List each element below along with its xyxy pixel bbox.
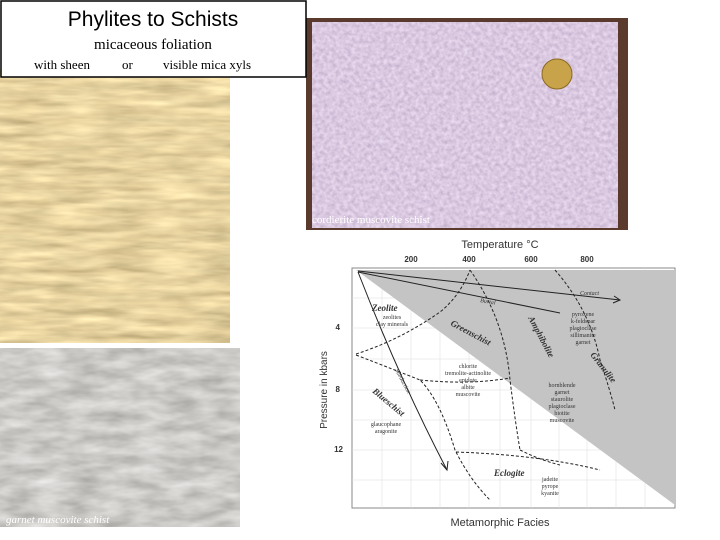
mineral: epidote	[459, 378, 477, 384]
mineral: jadeite	[541, 477, 558, 483]
geotherm-wedge	[356, 270, 675, 505]
mineral: muscovite	[456, 392, 481, 398]
geotherm-arrows	[357, 270, 622, 472]
y-label: 12	[334, 445, 343, 454]
photo-caption: cordierite muscovite schist	[312, 214, 430, 226]
coin	[541, 58, 573, 90]
title: Phylites to Schists	[68, 8, 238, 31]
mineral: staurolite	[551, 397, 574, 403]
mineral: garnet	[555, 390, 570, 396]
option: visible mica xyls	[163, 57, 251, 72]
x-axis-title: Temperature °C	[461, 239, 538, 251]
y-label: 8	[336, 385, 341, 394]
mineral: pyroxene	[572, 312, 595, 318]
photo-caption: garnet muscovite schist	[6, 514, 110, 526]
footer: Metamorphic Facies	[450, 517, 550, 529]
mineral: chlorite	[459, 364, 478, 370]
path-label: Burial	[480, 298, 496, 307]
mineral: pyrope	[542, 484, 559, 490]
subtitle: micaceous foliation	[94, 37, 212, 53]
mineral: clay minerals	[376, 322, 409, 328]
x-label: 600	[524, 255, 538, 264]
path-label: Contact	[580, 291, 599, 297]
mineral: plagioclase	[570, 326, 597, 332]
x-label: 200	[404, 255, 418, 264]
mineral: hornblende	[549, 383, 576, 389]
photo-phyllite	[0, 70, 230, 343]
y-axis-title: Pressure in kbars	[319, 351, 330, 429]
mineral: tremolite-actinolite	[445, 371, 491, 377]
title-box	[0, 0, 307, 78]
option: or	[122, 57, 134, 72]
x-label: 800	[580, 255, 594, 264]
mineral: muscovite	[550, 418, 575, 424]
mineral: sillimanite	[570, 333, 596, 339]
option: with sheen	[34, 57, 90, 72]
facies-name: Zeolite	[371, 303, 398, 313]
photo-cordierite-schist	[312, 22, 618, 228]
y-label: 4	[336, 323, 341, 332]
facies-diagram: Temperature °C 200 400 600 800 Pressure …	[319, 239, 676, 529]
mineral: kyanite	[541, 491, 559, 497]
mineral: aragonite	[375, 429, 398, 435]
mineral: k-feldspar	[571, 318, 595, 325]
mineral: biotite	[554, 411, 570, 417]
mineral: glaucophane	[371, 422, 402, 428]
mineral: albite	[461, 385, 475, 391]
mineral: plagioclase	[549, 404, 576, 410]
mineral: garnet	[576, 340, 591, 346]
photo-garnet-schist	[0, 348, 240, 527]
x-label: 400	[462, 255, 476, 264]
mineral: zeolites	[383, 315, 402, 321]
facies-name: Eclogite	[493, 468, 525, 478]
